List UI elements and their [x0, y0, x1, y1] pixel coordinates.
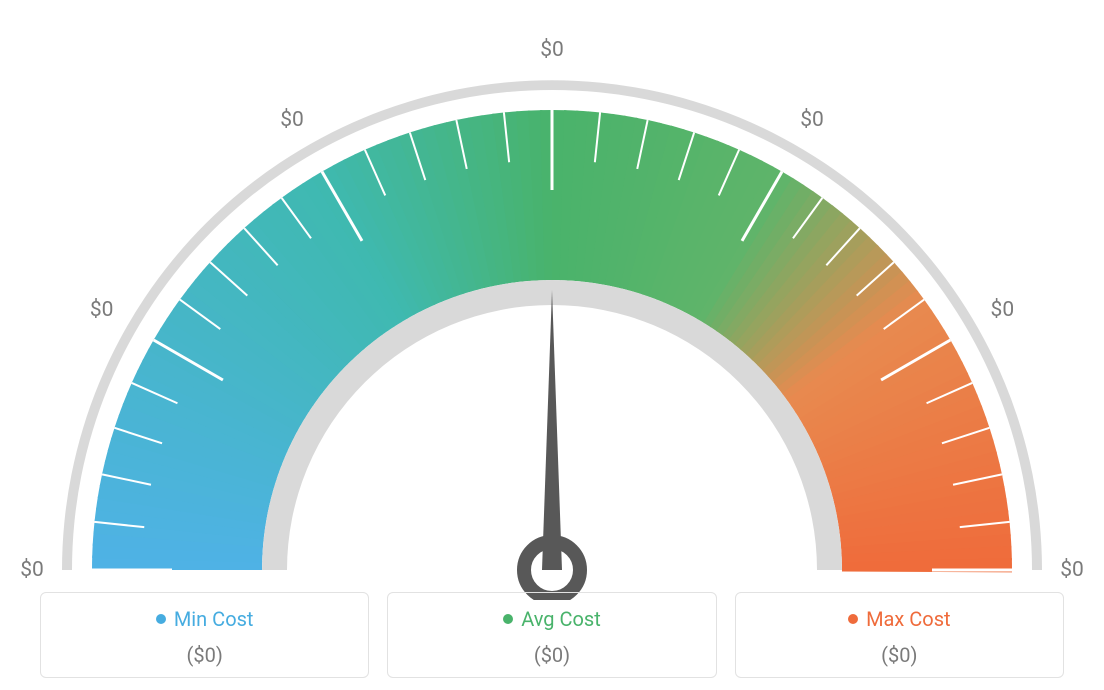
legend-title-avg: Avg Cost	[503, 607, 601, 631]
legend-title-min: Min Cost	[156, 607, 254, 631]
legend-title-max: Max Cost	[848, 607, 951, 631]
legend-value-avg: ($0)	[398, 643, 705, 667]
legend-dot-max	[848, 614, 858, 624]
gauge-scale-label: $0	[20, 558, 44, 582]
legend-dot-avg	[503, 614, 513, 624]
legend-card-min: Min Cost ($0)	[40, 592, 369, 678]
legend-row: Min Cost ($0) Avg Cost ($0) Max Cost ($0…	[40, 592, 1064, 678]
gauge-scale-label: $0	[1060, 558, 1084, 582]
legend-value-max: ($0)	[746, 643, 1053, 667]
legend-label-min: Min Cost	[174, 607, 254, 631]
gauge-scale-label: $0	[800, 108, 824, 132]
gauge-scale-label: $0	[90, 298, 114, 322]
legend-dot-min	[156, 614, 166, 624]
gauge-chart: $0$0$0$0$0$0$0	[0, 0, 1104, 570]
gauge-svg	[0, 20, 1104, 600]
gauge-scale-label: $0	[280, 108, 304, 132]
legend-label-max: Max Cost	[866, 607, 951, 631]
gauge-scale-label: $0	[540, 38, 564, 62]
legend-card-avg: Avg Cost ($0)	[387, 592, 716, 678]
gauge-scale-label: $0	[991, 298, 1015, 322]
legend-value-min: ($0)	[51, 643, 358, 667]
legend-label-avg: Avg Cost	[521, 607, 601, 631]
legend-card-max: Max Cost ($0)	[735, 592, 1064, 678]
